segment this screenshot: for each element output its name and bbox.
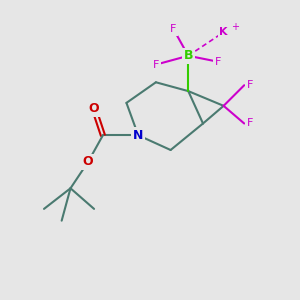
Text: O: O — [89, 102, 99, 115]
Text: +: + — [231, 22, 239, 32]
Text: F: F — [170, 24, 177, 34]
Text: F: F — [247, 80, 253, 90]
Text: B: B — [184, 49, 193, 62]
Text: F: F — [247, 118, 253, 128]
Text: N: N — [133, 129, 143, 142]
Text: K: K — [219, 27, 228, 37]
Text: F: F — [214, 57, 221, 67]
Text: F: F — [153, 60, 159, 70]
Text: O: O — [83, 155, 94, 168]
